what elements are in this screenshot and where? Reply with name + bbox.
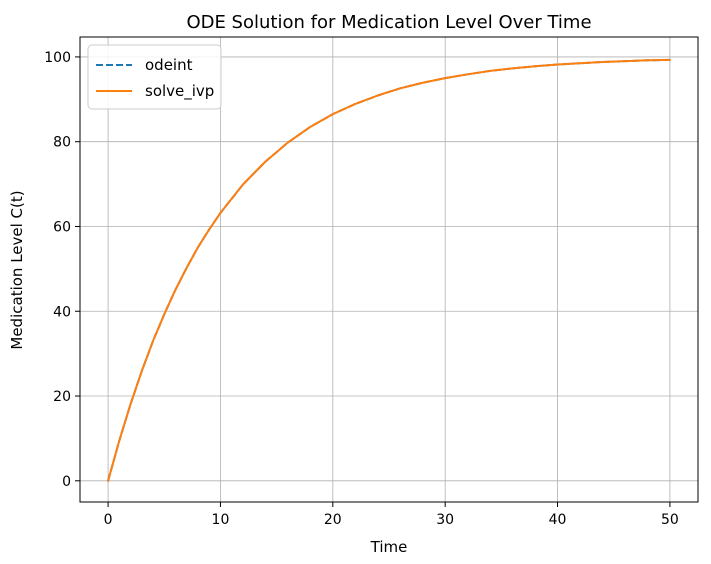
y-tick-label: 100 — [44, 50, 71, 66]
legend: odeint solve_ivp — [87, 44, 222, 110]
y-tick-label: 0 — [62, 474, 71, 490]
x-tick-label: 10 — [212, 512, 230, 528]
series-layer — [107, 58, 671, 482]
ticks: 0 10 20 30 40 50 0 20 40 60 80 100 — [44, 50, 679, 528]
chart-title: ODE Solution for Medication Level Over T… — [186, 12, 591, 33]
y-axis-label: Medication Level C(t) — [8, 190, 26, 349]
y-tick-label: 40 — [53, 304, 71, 320]
x-tick-label: 0 — [104, 512, 113, 528]
x-tick-label: 20 — [324, 512, 342, 528]
legend-solve-ivp-label: solve_ivp — [145, 82, 214, 101]
x-axis-label: Time — [370, 538, 408, 556]
series-line-solve-ivp — [107, 58, 671, 482]
legend-odeint-label: odeint — [145, 56, 193, 74]
y-tick-label: 20 — [53, 389, 71, 405]
plot-frame — [79, 36, 699, 503]
legend-box — [87, 44, 222, 110]
series-line-odeint — [107, 58, 671, 482]
x-tick-label: 40 — [549, 512, 567, 528]
x-tick-label: 50 — [661, 512, 679, 528]
x-tick-label: 30 — [436, 512, 454, 528]
y-tick-label: 80 — [53, 135, 71, 151]
y-tick-label: 60 — [53, 219, 71, 235]
